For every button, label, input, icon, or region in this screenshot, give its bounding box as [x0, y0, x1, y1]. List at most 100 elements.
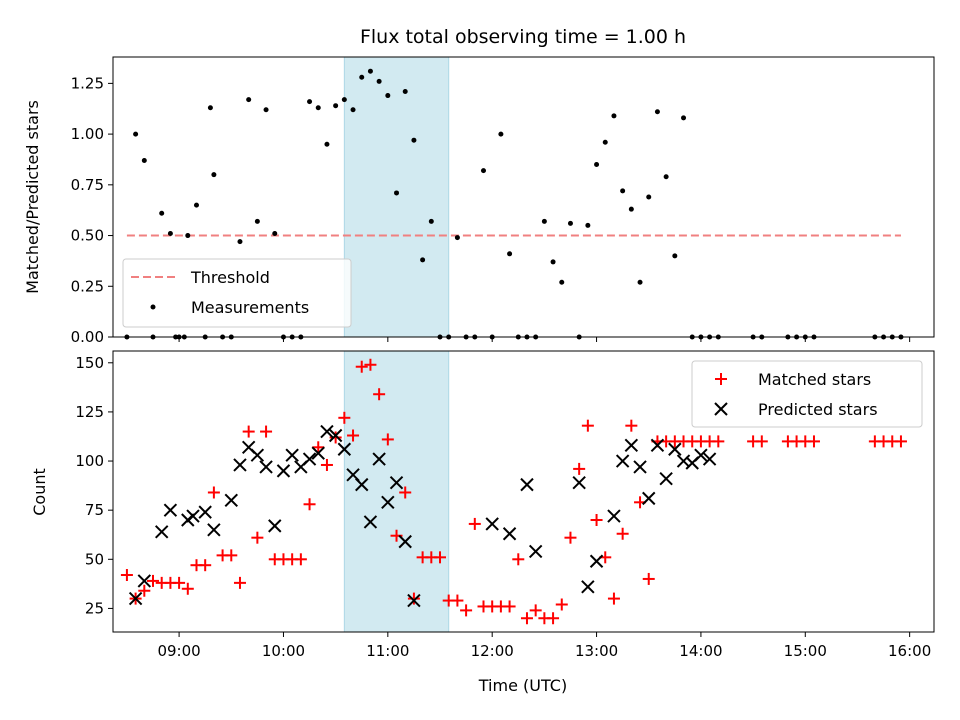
measurement-point: [620, 188, 626, 194]
predicted-star-point: [502, 527, 517, 541]
measurement-point: [602, 139, 608, 145]
predicted-star-point: [520, 477, 534, 492]
measurement-point: [272, 231, 278, 237]
matched-star-point: [529, 604, 542, 617]
measurement-point: [185, 233, 191, 239]
measurement-point: [681, 115, 687, 121]
bottom-y-tick-label: 125: [75, 403, 104, 421]
predicted-star-point: [276, 464, 291, 478]
top-y-tick-label: 0.25: [71, 277, 104, 295]
measurement-point: [454, 235, 460, 241]
matched-star-point: [503, 600, 516, 613]
top-y-tick-label: 0.50: [71, 227, 104, 245]
predicted-star-point: [328, 428, 343, 443]
matched-star-point: [642, 572, 655, 585]
measurement-point: [394, 190, 400, 196]
measurement-point: [159, 210, 165, 216]
matched-star-point: [120, 569, 133, 582]
measurement-point: [133, 131, 139, 137]
predicted-star-point: [224, 493, 238, 508]
predicted-star-point: [572, 475, 586, 490]
measurement-point: [376, 78, 382, 84]
predicted-star-point: [668, 442, 682, 456]
matched-star-point: [233, 576, 246, 589]
matched-star-point: [451, 594, 464, 607]
measurement-point: [672, 253, 678, 259]
measurement-point: [315, 105, 321, 111]
x-tick-label: 14:00: [679, 642, 722, 660]
x-tick-label: 10:00: [262, 642, 305, 660]
legend-matched-label: Matched stars: [758, 370, 871, 389]
predicted-star-point: [337, 442, 352, 456]
matched-star-point: [807, 435, 820, 448]
top-y-axis-label: Matched/Predicted stars: [23, 100, 42, 294]
matched-star-point: [251, 531, 264, 544]
matched-star-point: [407, 592, 420, 605]
matched-star-point: [207, 486, 220, 499]
predicted-star-point: [137, 574, 152, 588]
measurement-point: [567, 220, 573, 226]
measurement-point: [402, 88, 408, 94]
legend-predicted-marker: [714, 402, 728, 416]
matched-star-point: [225, 549, 238, 562]
measurement-point: [359, 74, 365, 80]
top-legend: Threshold Measurements: [122, 258, 352, 328]
measurement-point: [350, 107, 356, 113]
x-tick-label: 16:00: [888, 642, 931, 660]
matched-star-point: [468, 517, 481, 530]
measurement-point: [498, 131, 504, 137]
predicted-star-point: [676, 454, 691, 468]
predicted-star-point: [198, 505, 212, 519]
matched-star-point: [616, 527, 629, 540]
measurement-point: [385, 93, 391, 99]
measurement-point: [207, 105, 213, 111]
matched-star-point: [347, 429, 360, 442]
predicted-star-point: [207, 523, 221, 537]
top-panel: 0.00 0.25 0.50 0.75 1.00 1.25 Matched/Predict…: [23, 56, 935, 346]
predicted-star-point: [250, 448, 265, 462]
measurement-point: [341, 97, 347, 103]
matched-star-point: [364, 358, 377, 371]
measurement-point: [550, 259, 556, 265]
matched-star-point: [260, 425, 273, 438]
matched-star-point: [512, 553, 525, 566]
measurement-point: [507, 251, 513, 257]
x-tick-label: 15:00: [784, 642, 827, 660]
predicted-star-point: [650, 438, 665, 453]
matched-star-point: [199, 559, 212, 572]
matched-star-point: [547, 612, 560, 625]
measurement-point: [628, 206, 634, 212]
measurement-point: [637, 279, 643, 285]
matched-star-point: [625, 419, 638, 432]
top-y-tick-label: 0.00: [71, 328, 104, 346]
measurement-point: [263, 107, 269, 113]
predicted-star-point: [659, 472, 673, 486]
top-y-tick-label: 1.25: [71, 74, 104, 92]
measurement-point: [654, 109, 660, 115]
measurement-point: [167, 231, 173, 237]
predicted-star-point: [320, 424, 334, 439]
predicted-star-point: [485, 517, 499, 531]
legend-threshold-label: Threshold: [190, 268, 270, 287]
measurement-point: [254, 218, 260, 224]
predicted-star-point: [694, 448, 708, 462]
matched-star-point: [138, 584, 151, 597]
predicted-star-point: [372, 452, 386, 466]
measurement-point: [367, 68, 373, 74]
matched-star-point: [712, 435, 725, 448]
measurement-point: [411, 137, 417, 143]
matched-star-point: [173, 576, 186, 589]
predicted-star-point: [642, 491, 656, 506]
measurement-point: [611, 113, 617, 119]
measurement-point: [211, 172, 217, 178]
predicted-star-point: [702, 452, 717, 466]
matched-star-point: [590, 513, 603, 526]
predicted-star-point: [268, 519, 282, 533]
predicted-star-point: [233, 458, 247, 472]
predicted-star-point: [589, 554, 604, 568]
bottom-y-tick-label: 100: [75, 452, 104, 470]
legend-measurements-label: Measurements: [191, 298, 309, 317]
matched-star-point: [242, 425, 255, 438]
matched-star-point: [303, 498, 316, 511]
bottom-y-axis-label: Count: [30, 468, 49, 516]
